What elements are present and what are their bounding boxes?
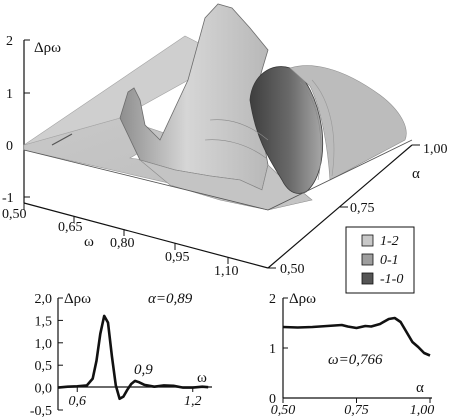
z-tick-label: 0 [6,139,13,154]
omega-tick-label: 0,50 [2,207,27,222]
surface-texture [209,119,269,141]
legend: 1-2 0-1 -1-0 [345,226,415,294]
plot2-x-tick-label: 1,00 [410,403,435,418]
surface-texture [204,139,267,159]
plot1-y-tick-label: 0,0 [35,382,53,397]
plot1-y-tick-label: 1,5 [35,314,53,329]
legend-label: -1-0 [380,272,403,287]
plot1-y-tick-label: 2,0 [35,292,53,307]
plot1-x-label: ω [197,370,207,386]
omega-tick-label: 1,10 [214,264,239,279]
z-tick-label: -1 [2,191,14,206]
plot1-y-label: Δρω [64,291,91,307]
plot2-y-tick-label: 2 [269,292,276,307]
z-axis-label: Δρω [34,40,61,56]
surface-plot: 2 1 0 -1 Δρω 0,50 0,65 0,80 [2,3,448,279]
z-tick-label: 1 [6,87,13,102]
plot1-annotation: α=0,89 [148,291,193,307]
plot1-series-line [57,314,209,401]
surface-streak [51,133,73,146]
plot1-y-tick-label: -0,5 [30,404,52,418]
plot2-x-label: α [416,380,424,396]
plot2-y-tick-label: 0 [269,392,276,407]
legend-box [345,226,415,294]
surface-ridge-dark [249,66,324,194]
surface-ridge-light-back [289,65,407,181]
z-tick-label: 2 [6,34,13,49]
alpha-tick-label: 0,75 [350,201,375,216]
plot2-y-label: Δρω [289,291,316,307]
omega-tick-label: 0,80 [110,236,135,251]
plot2-y-tick-label: 1 [269,342,276,357]
surface-texture [311,79,335,177]
alpha-axis-label: α [412,166,420,182]
alpha-tick-label: 0,50 [280,262,305,277]
legend-swatch-0-1 [361,253,374,266]
plot-alpha-089: 2,01,51,00,50,0-0,5 0,6 1,2 Δρω α=0,89 ω … [30,291,212,418]
plot1-inline-label: 0,9 [134,362,153,378]
surface-edge-front [23,149,269,211]
plot1-x-tick-label: 1,2 [184,394,202,409]
plot2-annotation: ω=0,766 [328,352,383,368]
legend-swatch-1-2 [361,234,374,247]
surface-edge-right [267,139,413,211]
plot2-series-line [282,316,431,357]
omega-axis-label: ω [84,234,94,250]
plot2-x-tick-label: 0,75 [344,403,369,418]
omega-axis-line [23,202,269,269]
plot1-x-tick-label: 0,6 [69,394,87,409]
plot1-y-tick-label: 0,5 [35,359,53,374]
plot1-y-tick-label: 1,0 [35,337,53,352]
legend-swatch-m1-0 [361,272,374,285]
plot-omega-0766: 2 1 0 0,50 0,75 1,00 Δρω ω=0,766 α [269,291,434,418]
legend-label: 0-1 [380,253,399,268]
omega-tick-label: 0,95 [165,250,190,265]
omega-tick-label: 0,65 [58,220,83,235]
legend-label: 1-2 [380,234,399,249]
surface-texture [299,81,322,181]
alpha-tick-label: 1,00 [423,142,448,157]
plot2-x-tick-label: 0,50 [271,403,296,418]
